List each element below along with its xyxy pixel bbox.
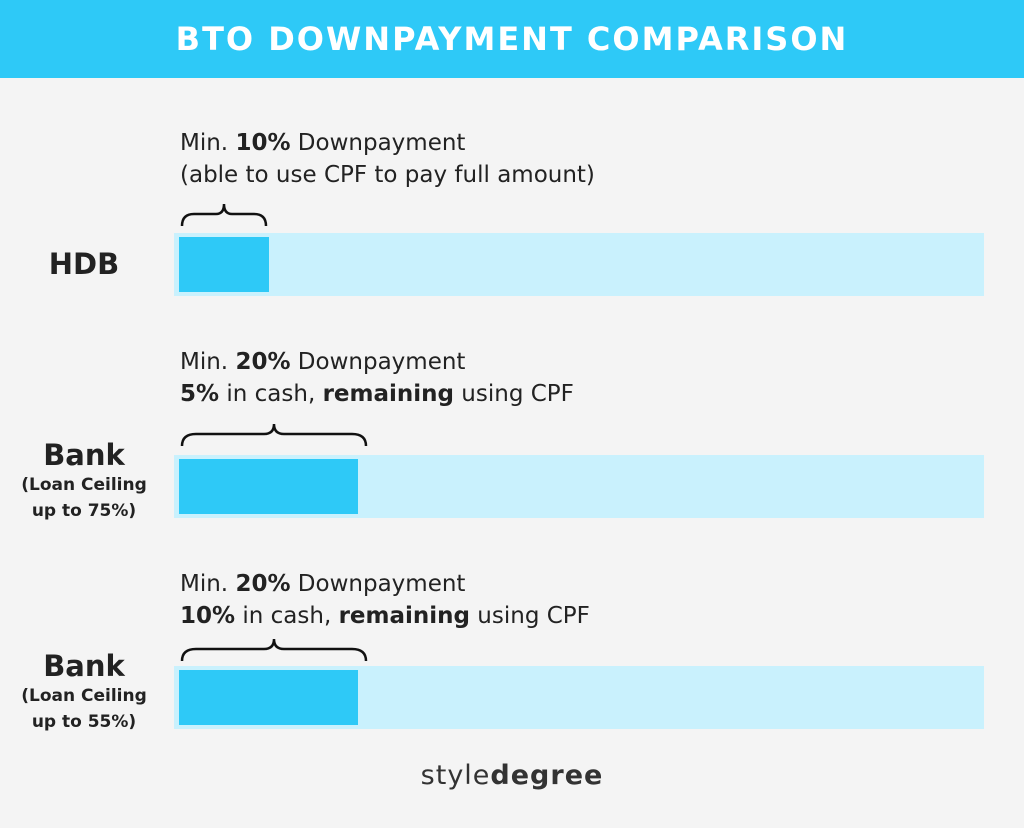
bar-bank-75 bbox=[179, 459, 358, 514]
row-label-hdb: HDB bbox=[0, 247, 168, 281]
annotation-line-2: 10% in cash, remaining using CPF bbox=[180, 603, 590, 629]
row-subtitle-line-2: up to 75%) bbox=[31, 501, 137, 521]
row-label-bank-55: Bank (Loan Ceiling up to 55%) bbox=[0, 649, 168, 735]
brace-hdb bbox=[180, 203, 268, 227]
brand-logo-light: style bbox=[420, 760, 491, 791]
row-name: Bank bbox=[43, 438, 125, 472]
chart-title: BTO DOWNPAYMENT COMPARISON bbox=[175, 20, 849, 58]
brace-bank-75 bbox=[180, 423, 368, 447]
annotation-line-2: (able to use CPF to pay full amount) bbox=[180, 162, 595, 188]
row-subtitle-line-1: (Loan Ceiling bbox=[21, 686, 147, 706]
brand-logo: styledegree bbox=[0, 760, 1024, 791]
row-name: HDB bbox=[48, 247, 120, 281]
row-name: Bank bbox=[43, 649, 125, 683]
bar-track-bank-75 bbox=[174, 455, 984, 518]
annotation-line-1: Min. 20% Downpayment bbox=[180, 571, 466, 597]
brand-logo-bold: degree bbox=[490, 760, 604, 791]
annotation-line-1: Min. 20% Downpayment bbox=[180, 349, 466, 375]
bar-bank-55 bbox=[179, 670, 358, 725]
title-banner: BTO DOWNPAYMENT COMPARISON bbox=[0, 0, 1024, 78]
row-subtitle-line-2: up to 55%) bbox=[31, 712, 137, 732]
brace-bank-55 bbox=[180, 638, 368, 662]
annotation-bank-55: Min. 20% Downpayment 10% in cash, remain… bbox=[180, 568, 590, 632]
row-label-bank-75: Bank (Loan Ceiling up to 75%) bbox=[0, 438, 168, 524]
annotation-line-2: 5% in cash, remaining using CPF bbox=[180, 381, 574, 407]
bar-track-hdb bbox=[174, 233, 984, 296]
bar-track-bank-55 bbox=[174, 666, 984, 729]
annotation-hdb: Min. 10% Downpayment (able to use CPF to… bbox=[180, 127, 595, 191]
bar-hdb bbox=[179, 237, 269, 292]
annotation-bank-75: Min. 20% Downpayment 5% in cash, remaini… bbox=[180, 346, 574, 410]
row-subtitle-line-1: (Loan Ceiling bbox=[21, 475, 147, 495]
annotation-line-1: Min. 10% Downpayment bbox=[180, 130, 466, 156]
